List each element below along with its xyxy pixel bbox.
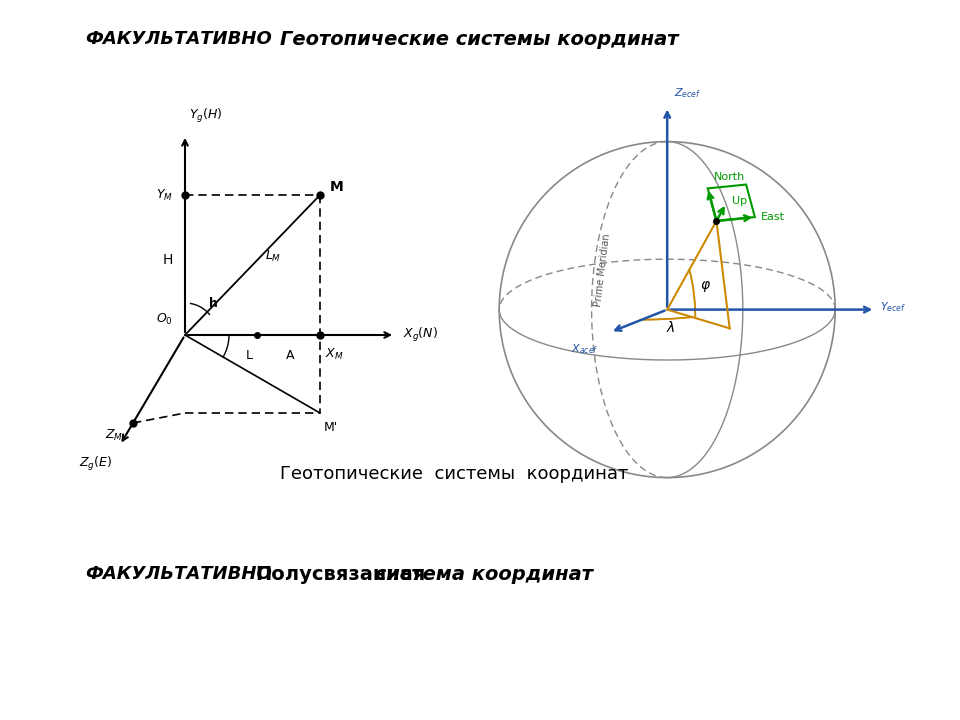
Text: Геотопические  системы  координат: Геотопические системы координат xyxy=(280,465,629,483)
Text: M': M' xyxy=(324,421,338,434)
Text: $Y_g(H)$: $Y_g(H)$ xyxy=(189,107,223,125)
Text: $Z_M$: $Z_M$ xyxy=(105,428,123,443)
Text: $X_M$: $X_M$ xyxy=(325,347,344,362)
Text: $Y_{ecef}$: $Y_{ecef}$ xyxy=(880,300,906,313)
Text: $X_{acef}$: $X_{acef}$ xyxy=(570,342,598,356)
Text: система координат: система координат xyxy=(368,565,593,584)
Text: ФАКУЛЬТАТИВНО: ФАКУЛЬТАТИВНО xyxy=(85,30,272,48)
Text: h: h xyxy=(208,297,217,310)
Text: $\lambda$: $\lambda$ xyxy=(665,320,675,335)
Text: M: M xyxy=(330,180,344,194)
Text: L: L xyxy=(246,349,253,362)
Text: $Z_g(E)$: $Z_g(E)$ xyxy=(79,455,112,473)
Text: Prime Meridian: Prime Meridian xyxy=(593,233,612,307)
Text: $Z_{ecef}$: $Z_{ecef}$ xyxy=(674,86,702,99)
Text: $L_M$: $L_M$ xyxy=(265,249,280,264)
Text: A: A xyxy=(286,349,295,362)
Text: Полусвязанная: Полусвязанная xyxy=(255,565,425,584)
Text: $X_g(N)$: $X_g(N)$ xyxy=(403,326,438,344)
Text: ФАКУЛЬТАТИВНО: ФАКУЛЬТАТИВНО xyxy=(85,565,272,583)
Text: East: East xyxy=(761,212,785,222)
Text: H: H xyxy=(162,253,173,267)
Text: $\varphi$: $\varphi$ xyxy=(700,279,710,294)
Text: Up: Up xyxy=(732,196,748,206)
Text: $O_0$: $O_0$ xyxy=(156,312,173,327)
Text: North: North xyxy=(713,172,745,182)
Text: $Y_M$: $Y_M$ xyxy=(156,187,173,202)
Text: Геотопические системы координат: Геотопические системы координат xyxy=(280,30,679,49)
